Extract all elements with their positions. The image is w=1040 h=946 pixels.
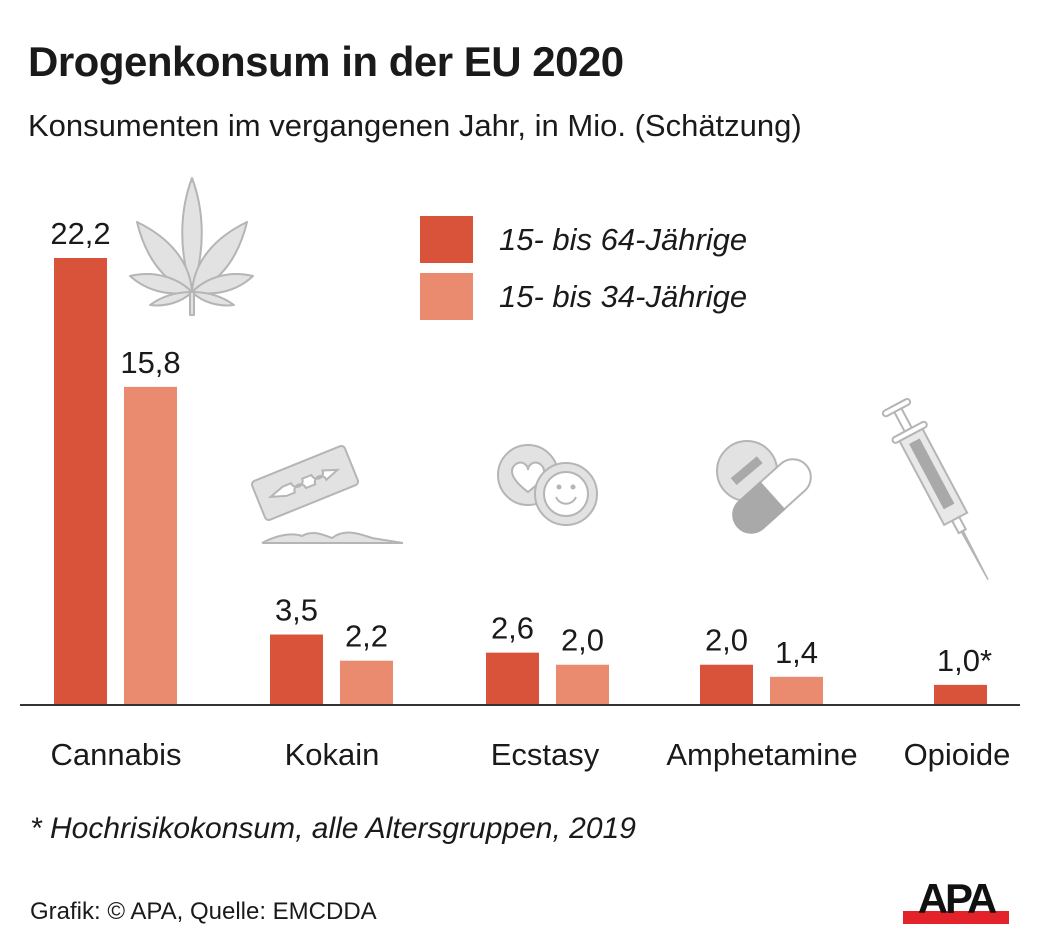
- value-label-kokain-series-1: 3,5: [275, 593, 318, 628]
- drug-icons: [129, 177, 989, 581]
- bar-ecstasy-series-2: [556, 664, 609, 705]
- value-label-kokain-series-2: 2,2: [345, 619, 388, 654]
- cannabis-leaf-icon: [129, 177, 254, 316]
- bar-cannabis-series-2: [124, 386, 177, 705]
- apa-logo: APA: [903, 880, 1009, 924]
- bars-layer: [54, 258, 987, 705]
- ecstasy-pills-icon: [497, 444, 598, 526]
- value-label-ecstasy-series-2: 2,0: [561, 623, 604, 658]
- legend-item-15-64: 15- bis 64-Jährige: [420, 216, 747, 263]
- footnote: * Hochrisikokonsum, alle Altersgruppen, …: [30, 812, 636, 845]
- value-label-amphetamine-series-1: 2,0: [705, 623, 748, 658]
- apa-logo-red-bar: [903, 911, 1009, 924]
- razor-blade-cocaine-icon: [250, 445, 404, 544]
- bar-cannabis-series-1: [54, 258, 107, 705]
- bar-ecstasy-series-1: [486, 652, 539, 705]
- syringe-icon: [881, 397, 989, 581]
- value-label-opioide-series-1: 1,0*: [937, 643, 992, 678]
- bar-amphetamine-series-1: [700, 664, 753, 705]
- category-label-ecstasy: Ecstasy: [491, 737, 600, 772]
- legend-label-15-64: 15- bis 64-Jährige: [499, 221, 748, 257]
- bar-kokain-series-1: [270, 634, 323, 705]
- category-label-kokain: Kokain: [285, 737, 380, 772]
- bar-opioide-series-1: [934, 684, 987, 705]
- legend-swatch-15-64: [420, 216, 473, 263]
- value-label-amphetamine-series-2: 1,4: [775, 635, 818, 670]
- bar-kokain-series-2: [340, 660, 393, 705]
- source-credit: Grafik: © APA, Quelle: EMCDDA: [30, 898, 377, 925]
- chart-title: Drogenkonsum in der EU 2020: [28, 38, 624, 85]
- value-label-ecstasy-series-1: 2,6: [491, 611, 534, 646]
- category-labels-layer: Cannabis Kokain Ecstasy Amphetamine Opioide: [51, 737, 1011, 772]
- category-label-opioide: Opioide: [904, 737, 1011, 772]
- apa-logo-text: APA: [918, 880, 997, 922]
- value-label-cannabis-series-1: 22,2: [50, 216, 110, 251]
- legend-label-15-34: 15- bis 34-Jährige: [499, 278, 748, 314]
- bar-amphetamine-series-2: [770, 676, 823, 705]
- category-label-cannabis: Cannabis: [51, 737, 182, 772]
- value-labels-layer: 22,2 15,8 3,5 2,2 2,6 2,0 2,0 1,4 1,0*: [50, 216, 992, 678]
- value-label-cannabis-series-2: 15,8: [120, 345, 180, 380]
- legend-swatch-15-34: [420, 273, 473, 320]
- amphetamine-pills-icon: [716, 440, 812, 534]
- chart-subtitle: Konsumenten im vergangenen Jahr, in Mio.…: [28, 108, 802, 143]
- legend-item-15-34: 15- bis 34-Jährige: [420, 273, 747, 320]
- category-label-amphetamine: Amphetamine: [666, 737, 857, 772]
